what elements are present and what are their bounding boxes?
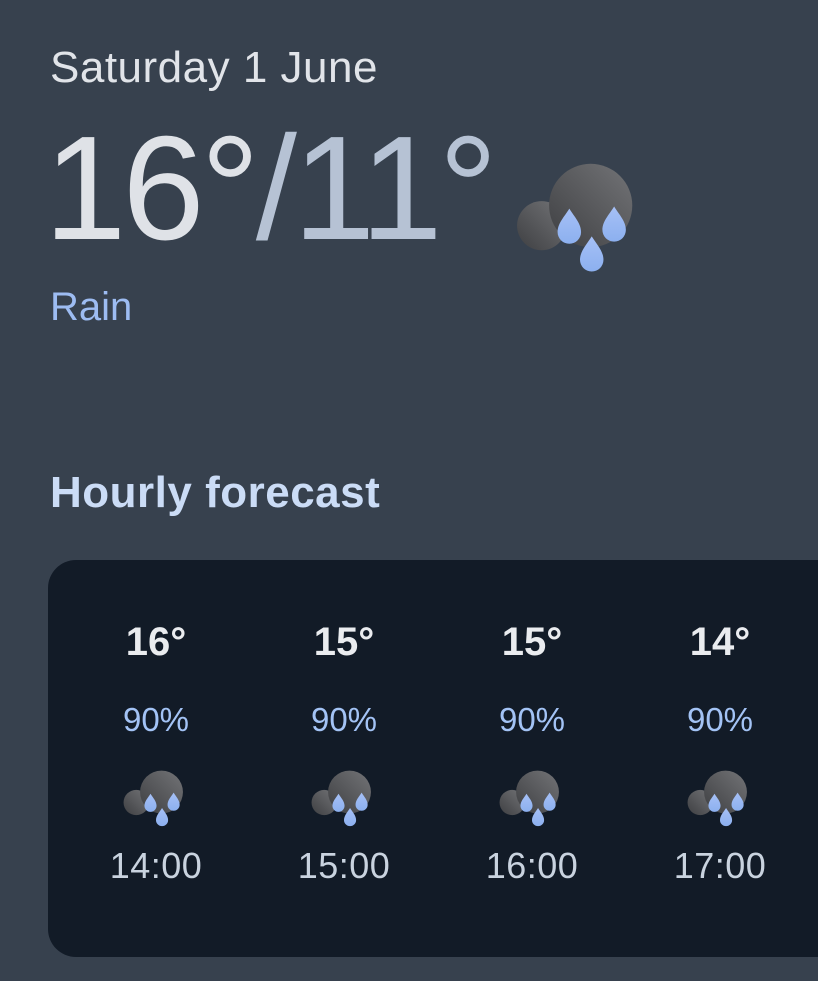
hourly-item[interactable]: 16° 90% 14:00 [62, 622, 250, 957]
high-temperature: 16° [44, 105, 260, 271]
rain-cloud-icon [311, 766, 377, 828]
hour-label: 15:00 [297, 844, 391, 886]
hour-label: 14:00 [109, 844, 203, 886]
hourly-item[interactable]: 15° 90% 15:00 [250, 622, 438, 957]
hourly-forecast-heading: Hourly forecast [50, 467, 381, 517]
precipitation-chance: 90% [686, 700, 754, 738]
precipitation-chance: 90% [498, 700, 566, 738]
precipitation-chance: 90% [122, 700, 190, 738]
weather-screen: Saturday 1 June 16°/11° Rain Hourly fore… [0, 42, 818, 957]
hourly-temperature: 15° [313, 619, 375, 664]
hourly-forecast-card[interactable]: 16° 90% 14:00 15° 90% 15:00 15° 90% 16:0… [48, 559, 818, 957]
rain-cloud-icon [499, 766, 565, 828]
hourly-item[interactable]: 14° 90% 17:00 [626, 622, 814, 957]
hourly-temperature: 16° [125, 619, 187, 664]
precipitation-chance: 90% [310, 700, 378, 738]
temperature-separator: / [255, 105, 297, 271]
hour-label: 17:00 [673, 844, 767, 886]
hourly-temperature: 15° [501, 619, 563, 664]
rain-cloud-icon [516, 155, 644, 275]
current-conditions: Saturday 1 June 16°/11° Rain [0, 42, 818, 331]
hourly-item[interactable]: 15° 90% 16:00 [438, 622, 626, 957]
hourly-forecast-section: Hourly forecast 16° 90% 14:00 15° 90% 15… [0, 467, 818, 957]
rain-cloud-icon [123, 766, 189, 828]
rain-cloud-icon [687, 766, 753, 828]
low-temperature: 11° [292, 105, 498, 271]
hour-label: 16:00 [485, 844, 579, 886]
daily-temperature: 16°/11° [44, 114, 818, 263]
date-label: Saturday 1 June [50, 43, 378, 92]
hourly-temperature: 14° [689, 619, 751, 664]
condition-label: Rain [50, 284, 133, 329]
